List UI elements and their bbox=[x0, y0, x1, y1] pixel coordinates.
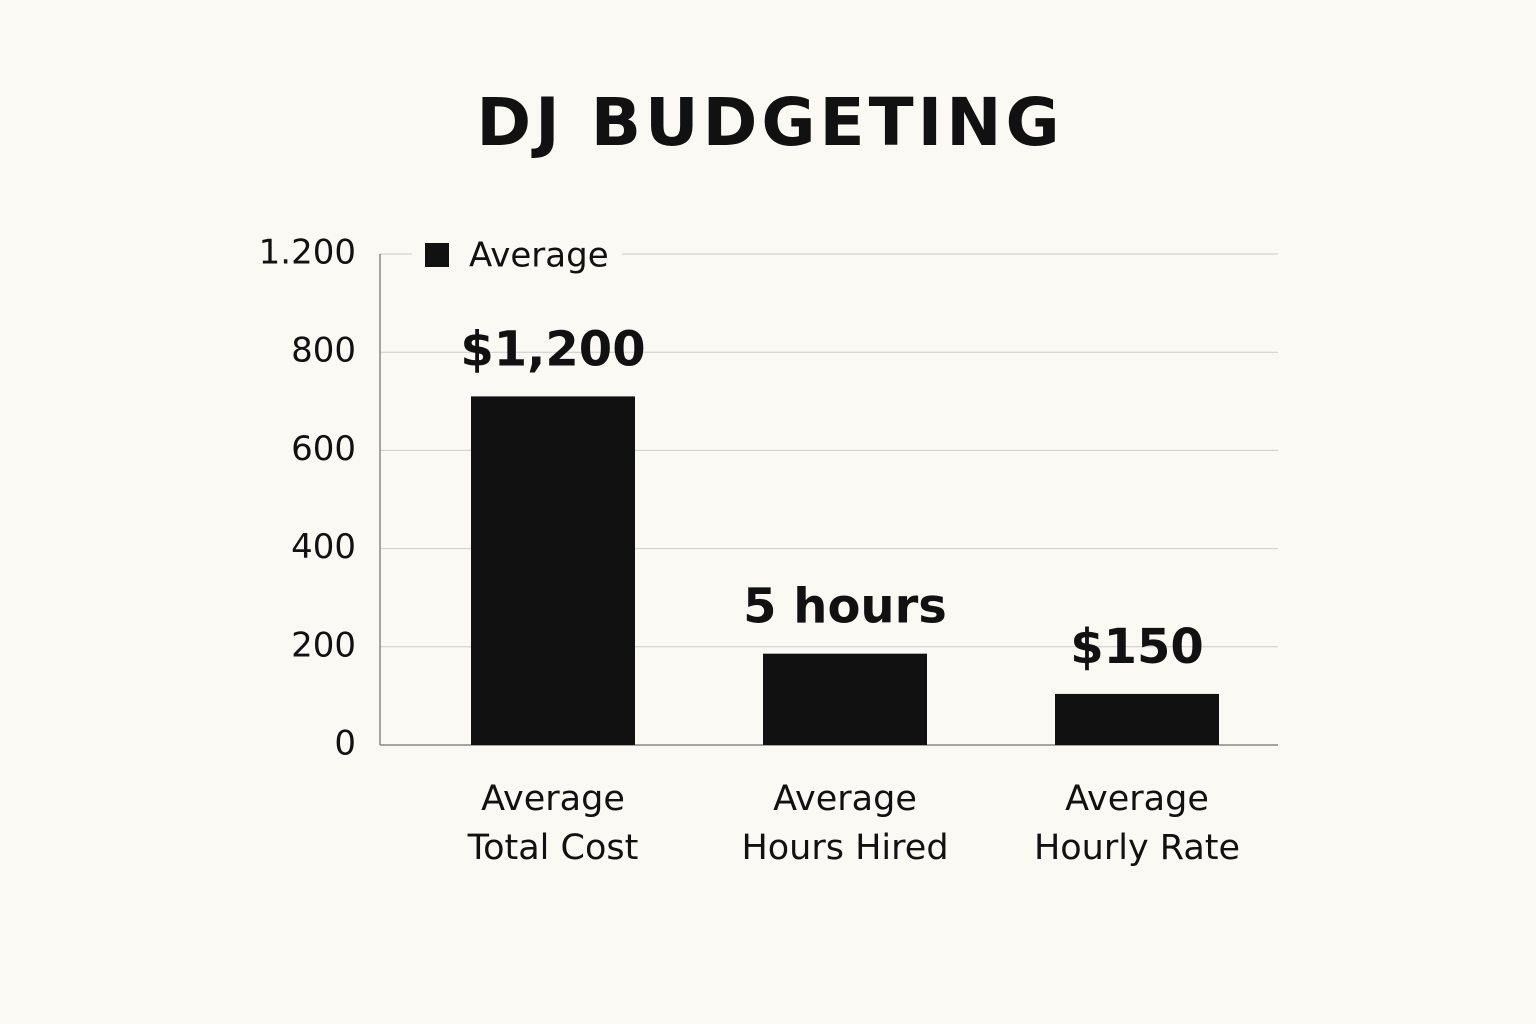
x-tick-label: Total Cost bbox=[467, 828, 639, 868]
bar bbox=[471, 396, 635, 745]
x-tick-label: Hours Hired bbox=[741, 828, 948, 868]
y-tick-label: 1.200 bbox=[259, 233, 356, 273]
x-tick-label: Average bbox=[481, 779, 625, 819]
bar bbox=[1055, 693, 1219, 745]
x-tick-label: Average bbox=[773, 779, 917, 819]
chart-title: DJ BUDGETING bbox=[476, 84, 1063, 161]
y-tick-label: 0 bbox=[334, 724, 356, 764]
bar-annotation: $1,200 bbox=[460, 321, 645, 377]
legend-swatch bbox=[425, 243, 449, 267]
y-tick-label: 200 bbox=[291, 625, 356, 665]
bar-annotation: $150 bbox=[1070, 619, 1204, 675]
bar bbox=[763, 653, 927, 745]
bar-annotation: 5 hours bbox=[743, 579, 947, 635]
y-tick-label: 800 bbox=[291, 331, 356, 371]
x-tick-label: Hourly Rate bbox=[1034, 828, 1240, 868]
y-tick-label: 600 bbox=[291, 429, 356, 469]
x-tick-label: Average bbox=[1065, 779, 1209, 819]
legend-label: Average bbox=[469, 236, 609, 276]
y-tick-label: 400 bbox=[291, 527, 356, 567]
